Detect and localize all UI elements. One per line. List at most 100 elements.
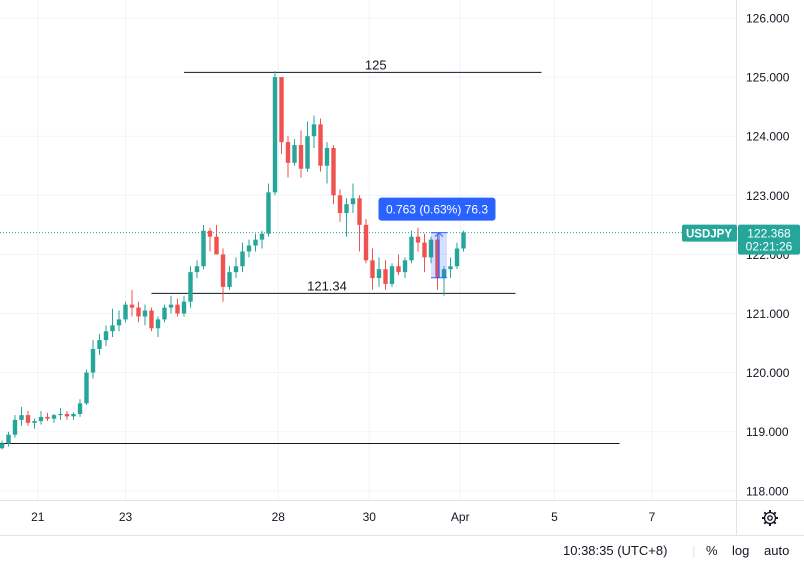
price-tick-label: 123.000 <box>746 189 790 203</box>
candle <box>38 411 44 425</box>
horizontal-line-label: 121.34 <box>307 278 347 293</box>
candle <box>272 71 278 196</box>
price-tick-label: 125.000 <box>746 71 790 85</box>
candle <box>389 263 395 287</box>
candle <box>409 230 414 264</box>
candle <box>129 289 135 317</box>
candle <box>149 307 154 332</box>
candle <box>454 242 460 270</box>
bar-countdown: 02:21:26 <box>746 240 793 254</box>
candle <box>415 227 421 252</box>
candle <box>175 298 180 317</box>
price-axis[interactable]: 118.000119.000120.000121.000122.000123.0… <box>746 12 790 499</box>
candle <box>201 224 206 270</box>
date-tick-label: 23 <box>119 510 133 524</box>
candle <box>194 260 200 279</box>
candle <box>116 310 122 332</box>
measure-tool[interactable]: 0.763 (0.63%) 76.3 <box>378 197 496 279</box>
candle <box>370 248 375 290</box>
candle <box>402 257 408 279</box>
candle <box>285 136 291 178</box>
candle <box>376 257 382 287</box>
candle <box>428 236 434 264</box>
candle <box>168 295 174 314</box>
candle <box>71 412 76 420</box>
candle <box>97 334 102 355</box>
candles <box>0 71 466 450</box>
candle <box>162 304 167 323</box>
date-tick-label: 5 <box>551 510 558 524</box>
candle <box>220 248 226 302</box>
percent-toggle[interactable]: % <box>706 543 718 558</box>
price-tick-label: 121.000 <box>746 307 790 321</box>
candle <box>422 233 427 273</box>
auto-toggle[interactable]: auto <box>764 543 790 558</box>
candle <box>32 418 37 429</box>
time-axis[interactable]: 21 23 28 30 Apr 5 7 <box>31 510 656 524</box>
candle <box>331 145 336 205</box>
candle <box>324 142 330 184</box>
candle <box>344 198 349 237</box>
date-tick-label: Apr <box>451 510 470 524</box>
candle <box>311 115 317 149</box>
candle <box>188 266 193 308</box>
price-chart[interactable]: 118.000119.000120.000121.000122.000123.0… <box>0 0 804 535</box>
date-tick-label: 28 <box>272 510 286 524</box>
candle <box>0 440 5 450</box>
candle <box>292 139 297 166</box>
candle <box>253 233 258 252</box>
candle <box>45 412 50 422</box>
candle <box>6 431 11 447</box>
clock-time[interactable]: 10:38:35 (UTC+8) <box>563 543 668 558</box>
log-toggle[interactable]: log <box>732 543 750 558</box>
date-tick-label: 30 <box>363 510 377 524</box>
candle <box>142 304 148 326</box>
candle <box>84 369 89 406</box>
candle <box>240 242 245 273</box>
last-price-value: 122.368 <box>747 227 791 241</box>
gear-icon[interactable] <box>762 510 778 526</box>
measure-label-box <box>378 197 496 221</box>
bottom-toolbar: 10:38:35 (UTC+8) | % log auto <box>0 535 804 563</box>
candle <box>266 183 271 237</box>
horizontal-lines[interactable]: 125 121.34 <box>0 57 620 445</box>
candle <box>350 183 356 214</box>
date-tick-label: 21 <box>31 510 45 524</box>
candle <box>155 316 161 338</box>
candle <box>25 411 31 426</box>
candle <box>207 227 213 252</box>
candle <box>259 230 265 249</box>
price-tick-label: 118.000 <box>746 484 789 498</box>
candle <box>19 406 24 426</box>
candle <box>318 118 323 172</box>
candle <box>441 266 447 296</box>
date-tick-label: 7 <box>649 510 656 524</box>
candle <box>77 399 83 417</box>
candle <box>181 295 187 317</box>
candle <box>337 189 343 222</box>
candle <box>448 257 453 279</box>
candle <box>363 218 369 264</box>
price-tick-label: 120.000 <box>746 366 790 380</box>
candle <box>233 257 239 279</box>
candle <box>305 121 310 172</box>
candle <box>396 254 401 276</box>
candle <box>51 413 57 423</box>
candle <box>214 224 219 255</box>
candle <box>357 195 362 252</box>
candle <box>461 230 466 252</box>
price-tick-label: 119.000 <box>746 425 789 439</box>
candle <box>227 266 232 290</box>
candle <box>110 308 115 338</box>
candle <box>12 415 18 438</box>
measure-label: 0.763 (0.63%) 76.3 <box>386 203 488 217</box>
candle <box>90 340 96 379</box>
candle <box>246 239 252 258</box>
candle <box>58 408 63 420</box>
candle <box>136 301 141 323</box>
symbol-label: USDJPY <box>686 229 732 241</box>
price-tick-label: 124.000 <box>746 130 790 144</box>
candle <box>123 301 128 323</box>
candle <box>64 411 70 420</box>
